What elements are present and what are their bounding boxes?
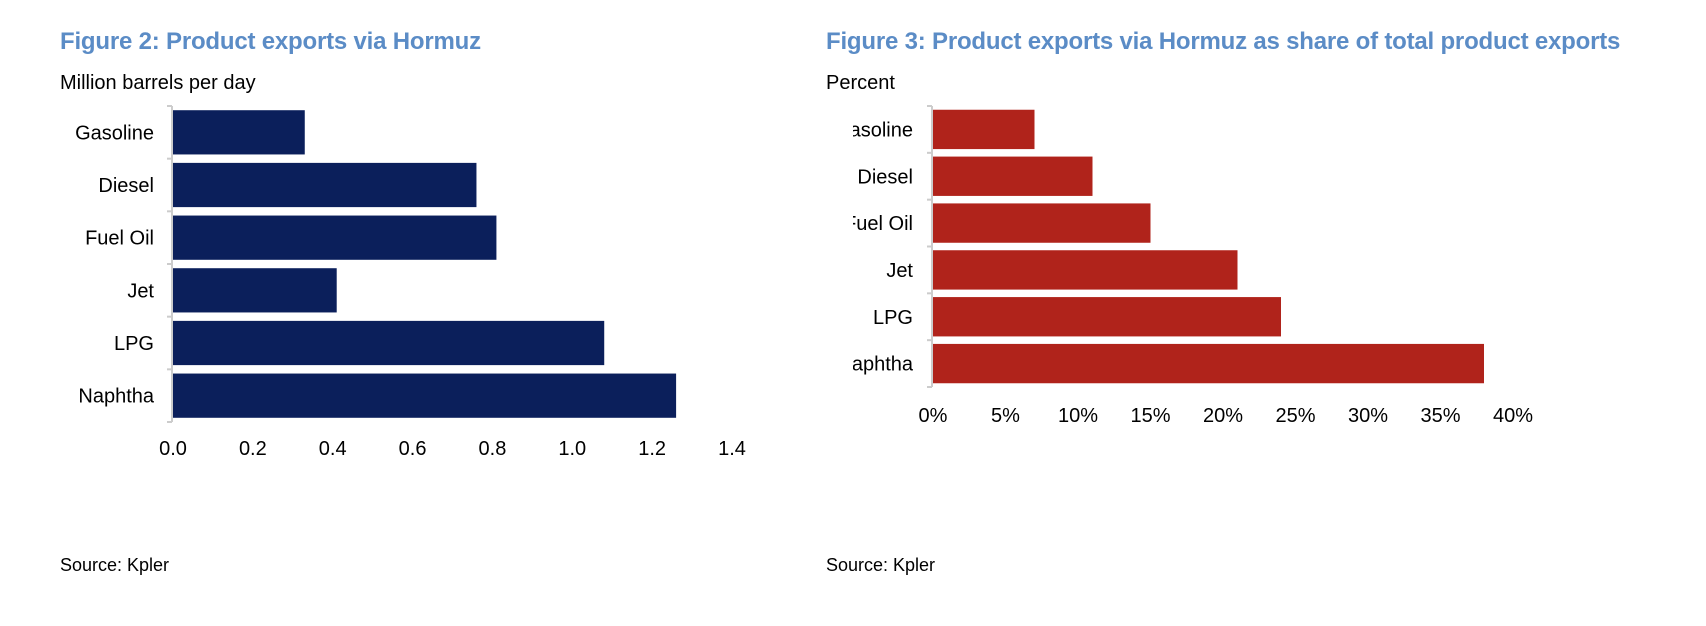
figure-2-source: Source: Kpler xyxy=(60,555,170,575)
figure-2-category-label: Diesel xyxy=(98,175,154,197)
figure-3-x-tick-label: 10% xyxy=(1058,405,1098,427)
figure-2-category-label: Fuel Oil xyxy=(85,228,154,250)
figure-2-category-label: Jet xyxy=(127,280,154,302)
figure-3-x-tick-label: 40% xyxy=(1493,405,1533,427)
figure-2-x-tick-label: 0.2 xyxy=(239,438,267,460)
figure-2-x-tick-label: 0.6 xyxy=(399,438,427,460)
figure-2-x-tick-label: 0.8 xyxy=(479,438,507,460)
figure-3-title: Figure 3: Product exports via Hormuz as … xyxy=(826,28,1621,55)
figure-3-x-tick-label: 0% xyxy=(919,405,948,427)
figure-2-x-tick-label: 1.2 xyxy=(638,438,666,460)
figure-2-x-tick-label: 1.0 xyxy=(558,438,586,460)
figure-3-category-label: Naphtha xyxy=(853,354,914,376)
figure-2-bar-naphtha xyxy=(173,373,677,418)
figure-3-bar-jet xyxy=(933,250,1238,290)
figure-2-bar-jet xyxy=(173,268,337,313)
figure-3-x-tick-label: 5% xyxy=(991,405,1020,427)
figure-2-bar-lpg xyxy=(173,320,605,366)
figure-3-unit-label: Percent xyxy=(826,72,895,94)
figure-2-category-label: Gasoline xyxy=(75,122,154,144)
figure-3-bar-diesel xyxy=(933,156,1093,196)
figure-3-x-tick-label: 20% xyxy=(1203,405,1243,427)
figure-2-category-label: Naphtha xyxy=(78,386,154,408)
figure-2-chart: Gasoline Diesel Fuel Oil Jet LPG Naphtha 0.0 0.… xyxy=(75,105,746,460)
figure-2-unit-label: Million barrels per day xyxy=(60,72,256,94)
figure-3-category-label: LPG xyxy=(873,307,913,329)
figure-3-category-label: Gasoline xyxy=(853,119,913,141)
figure-3-chart: Gasoline Diesel Fuel Oil Jet LPG Naphtha 0% 5% 1… xyxy=(853,105,1533,427)
figure-2-x-tick-label: 1.4 xyxy=(718,438,746,460)
figure-2-bar-gasoline xyxy=(173,110,305,155)
figure-3-x-tick-label: 25% xyxy=(1275,405,1315,427)
figure-2-title: Figure 2: Product exports via Hormuz xyxy=(60,28,481,55)
figure-2-bar-fuel-oil xyxy=(173,215,497,260)
figure-2-x-tick-label: 0.0 xyxy=(159,438,187,460)
figure-3-bar-naphtha xyxy=(933,343,1484,384)
figure-2-bar-diesel xyxy=(173,162,477,208)
figure-3-bar-lpg xyxy=(933,297,1281,337)
figure-3-category-label: Diesel xyxy=(857,166,913,188)
figure-3: Figure 3: Product exports via Hormuz as … xyxy=(826,0,1706,626)
figure-3-x-tick-label: 15% xyxy=(1130,405,1170,427)
figure-2-category-label: LPG xyxy=(114,333,154,355)
figure-3-bar-fuel-oil xyxy=(933,203,1151,243)
figure-3-category-label: Jet xyxy=(886,260,913,282)
figure-3-source: Source: Kpler xyxy=(826,555,936,575)
figure-3-x-tick-label: 30% xyxy=(1348,405,1388,427)
figure-3-category-label: Fuel Oil xyxy=(853,213,913,235)
figure-3-bar-gasoline xyxy=(933,109,1035,150)
figure-2: Figure 2: Product exports via Hormuz Mil… xyxy=(60,28,746,575)
figure-2-x-tick-label: 0.4 xyxy=(319,438,347,460)
figure-3-x-tick-label: 35% xyxy=(1420,405,1460,427)
